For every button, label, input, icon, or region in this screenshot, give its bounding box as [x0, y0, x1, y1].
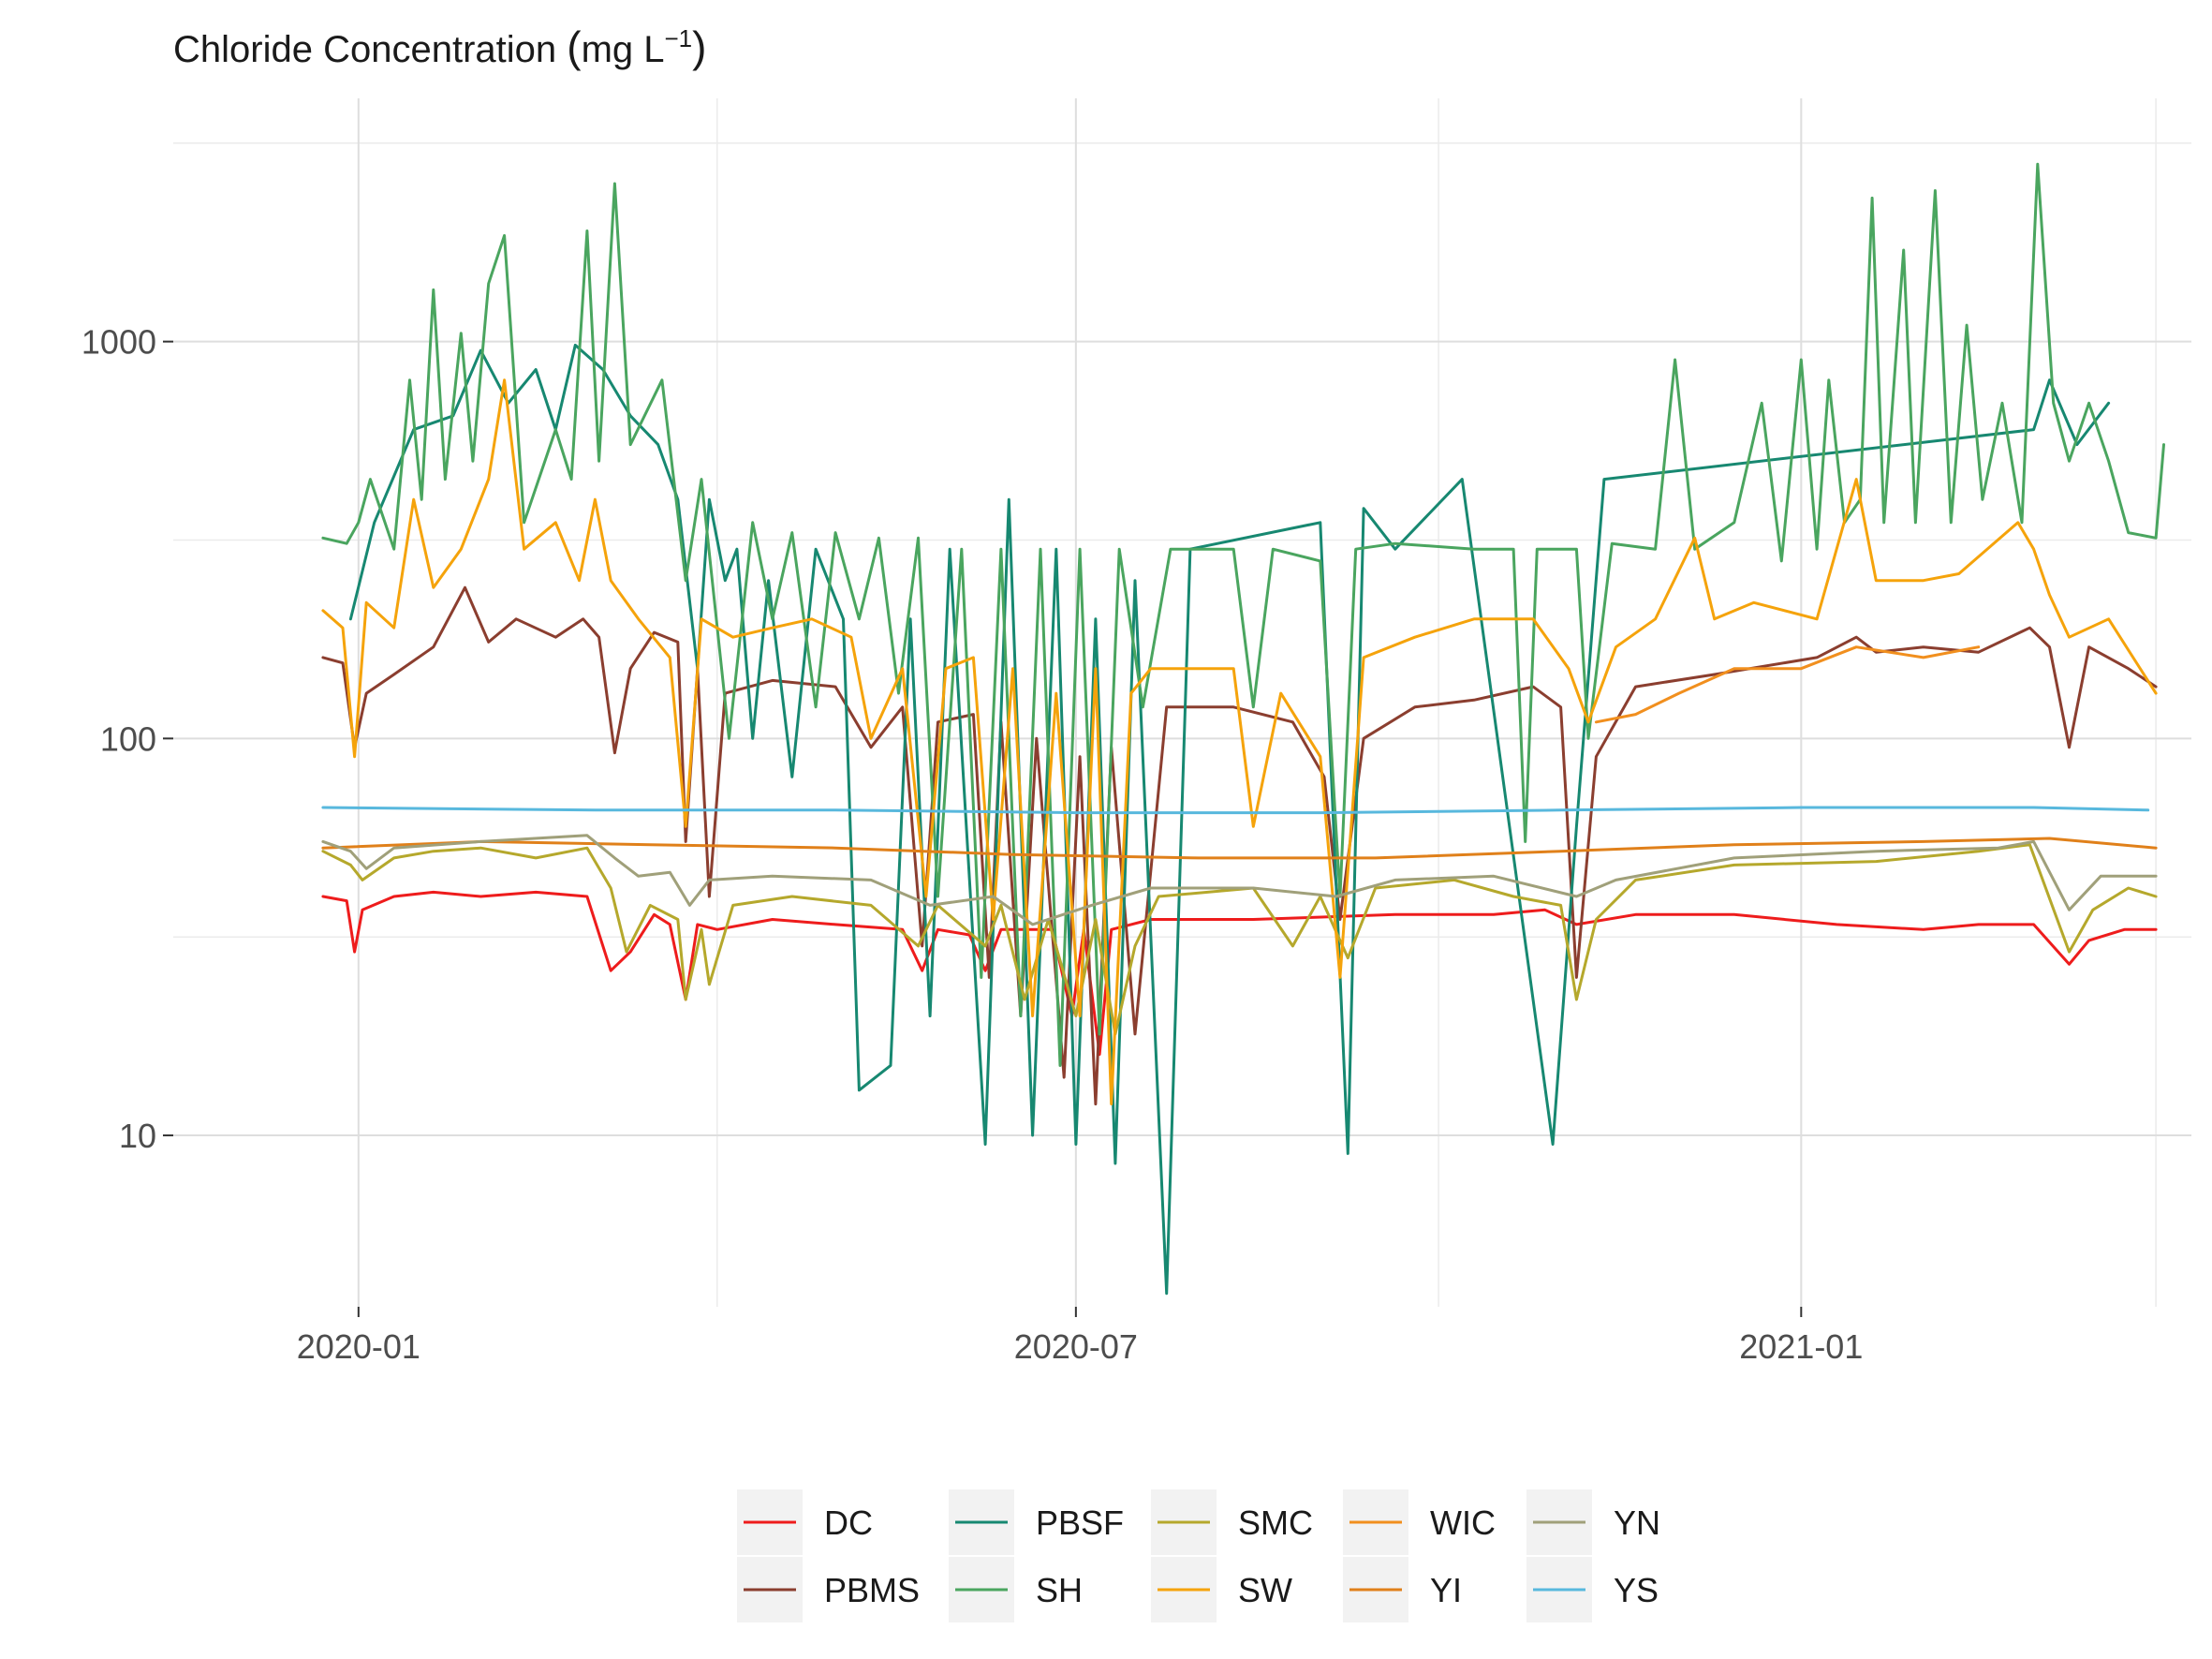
series-line-sw — [321, 378, 2158, 1105]
legend-item-wic: WIC — [1343, 1489, 1496, 1555]
legend-item-pbms: PBMS — [737, 1557, 920, 1622]
legend-label: WIC — [1430, 1503, 1496, 1542]
chart-title: Chloride Concentration (mg L−1) — [173, 22, 706, 71]
chart-title-main: Chloride Concentration — [173, 29, 567, 70]
legend-item-yn: YN — [1526, 1489, 1660, 1555]
legend-label: SMC — [1238, 1503, 1313, 1542]
legend: DC PBMS PBSF SH SMC SW WIC YI YN YS — [737, 1489, 1660, 1622]
legend-item-sh: SH — [949, 1557, 1083, 1622]
series-line-pbsf — [348, 343, 2111, 1296]
legend-item-smc: SMC — [1151, 1489, 1313, 1555]
series-line-yi — [321, 837, 2158, 860]
legend-label: PBMS — [824, 1571, 920, 1609]
chart-title-unit: mg L — [582, 29, 665, 70]
legend-item-yi: YI — [1343, 1557, 1462, 1622]
chart-title-sup: −1 — [665, 24, 693, 52]
series-lines — [321, 162, 2165, 1296]
series-line-sh — [321, 162, 2165, 1067]
series-line-wic — [1594, 645, 1981, 724]
legend-item-pbsf: PBSF — [949, 1489, 1124, 1555]
legend-label: PBSF — [1036, 1503, 1124, 1542]
axes: 10 100 1000 2020-01 2020-07 2021-01 — [81, 323, 1863, 1366]
series-line-dc — [321, 890, 2158, 1057]
legend-label: SH — [1036, 1571, 1083, 1609]
legend-label: YN — [1614, 1503, 1660, 1542]
x-tick-label: 2020-07 — [1014, 1327, 1138, 1366]
legend-item-dc: DC — [737, 1489, 873, 1555]
x-tick-label: 2020-01 — [297, 1327, 420, 1366]
x-tick-label: 2021-01 — [1739, 1327, 1863, 1366]
series-line-yn — [321, 834, 2158, 926]
chart-title-paren-open: ( — [567, 22, 582, 71]
series-line-smc — [321, 843, 2158, 1036]
legend-label: YI — [1430, 1571, 1462, 1609]
y-tick-label: 1000 — [81, 323, 156, 362]
legend-label: DC — [824, 1503, 873, 1542]
grid — [173, 98, 2191, 1307]
legend-item-sw: SW — [1151, 1557, 1292, 1622]
legend-label: YS — [1614, 1571, 1659, 1609]
legend-item-ys: YS — [1526, 1557, 1659, 1622]
chart-title-paren-close: ) — [692, 22, 706, 71]
series-line-pbms — [321, 585, 2158, 1105]
legend-label: SW — [1238, 1571, 1292, 1609]
y-tick-label: 100 — [100, 719, 156, 758]
y-tick-label: 10 — [119, 1117, 156, 1155]
series-line-ys — [321, 806, 2150, 815]
